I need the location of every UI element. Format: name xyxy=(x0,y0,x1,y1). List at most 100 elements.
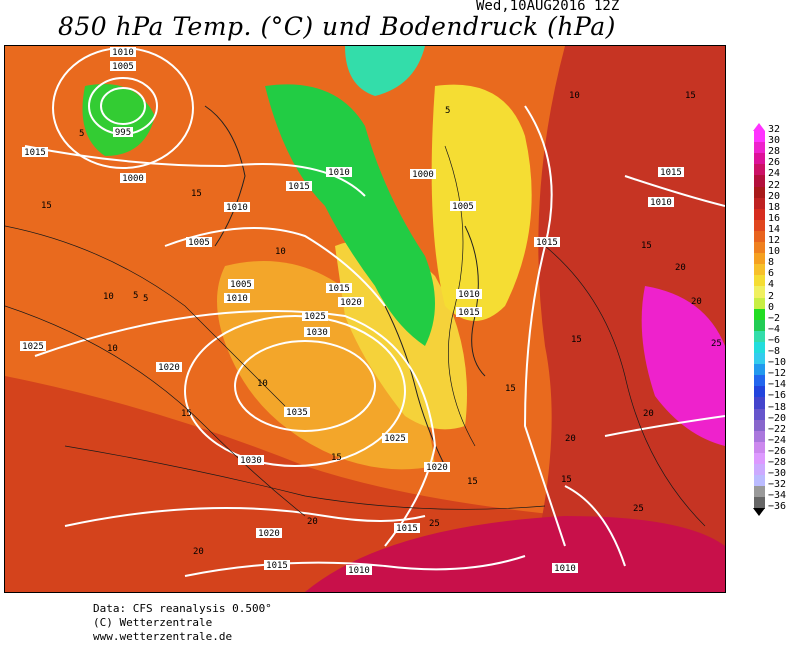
isotherm-label: 5 xyxy=(143,294,148,304)
legend-swatch xyxy=(754,497,765,509)
pressure-label: 1020 xyxy=(158,363,180,373)
legend-swatch xyxy=(754,375,765,387)
legend-label: 28 xyxy=(768,146,781,158)
pressure-label: 1005 xyxy=(230,280,252,290)
legend-label: 30 xyxy=(768,135,781,147)
legend-swatch xyxy=(754,197,765,210)
isobar-low-core xyxy=(100,87,146,125)
isotherm-label: 15 xyxy=(685,91,696,101)
isotherm-label: 20 xyxy=(193,547,204,557)
legend-swatch xyxy=(754,486,765,498)
isotherm-label: 5 xyxy=(79,129,84,139)
legend-swatch xyxy=(754,441,765,454)
pressure-label: 1010 xyxy=(458,290,480,300)
legend-label: 20 xyxy=(768,190,781,202)
isotherm-label: 20 xyxy=(691,297,702,307)
isotherm-label: 20 xyxy=(307,517,318,527)
isotherm-label: 15 xyxy=(181,409,192,419)
isotherm-label: 5 xyxy=(445,106,450,116)
legend-label: 10 xyxy=(768,246,781,258)
isobar-high-mid xyxy=(184,315,406,467)
isotherm-label: 20 xyxy=(643,409,654,419)
legend-swatch xyxy=(754,275,765,287)
pressure-label: 1025 xyxy=(304,312,326,322)
isotherm-label: 25 xyxy=(711,339,722,349)
temperature-labels: 5 15 10 5 15 10 10 15 15 10 15 15 20 20 … xyxy=(41,91,722,557)
legend-label: 4 xyxy=(768,279,775,291)
pressure-label: 1030 xyxy=(306,328,328,338)
isotherm-label: 15 xyxy=(331,453,342,463)
pressure-label: 1010 xyxy=(328,168,350,178)
legend-label: −16 xyxy=(768,390,787,402)
legend-swatch xyxy=(754,208,765,221)
legend-swatch xyxy=(754,153,765,165)
legend-label: 2 xyxy=(768,290,775,302)
pressure-label: 1010 xyxy=(348,566,370,576)
legend-swatch xyxy=(754,297,765,310)
isotherm-label: 10 xyxy=(103,292,114,302)
pressure-label: 1015 xyxy=(24,148,46,158)
pressure-label: 1015 xyxy=(396,524,418,534)
legend-swatch xyxy=(754,186,765,199)
hot-zone-east xyxy=(641,286,725,446)
legend-label: −12 xyxy=(768,368,787,380)
isobar-1015-south xyxy=(184,555,526,577)
pressure-label: 1005 xyxy=(112,62,134,72)
data-credits: Data: CFS reanalysis 0.500° (C) Wetterze… xyxy=(93,602,272,644)
pressure-label: 1020 xyxy=(340,298,362,308)
legend-swatch xyxy=(754,131,765,143)
legend-label: −32 xyxy=(768,479,787,491)
credit-website: www.wetterzentrale.de xyxy=(93,630,233,643)
legend-swatch xyxy=(754,219,765,232)
cool-zone-north-sea xyxy=(335,240,467,430)
credit-data-source: Data: CFS reanalysis 0.500° xyxy=(93,602,272,615)
legend-swatch xyxy=(754,330,765,343)
isotherm-label: 10 xyxy=(569,91,580,101)
legend-swatch xyxy=(754,475,765,487)
legend-bar xyxy=(754,131,765,509)
legend-label: 8 xyxy=(768,257,775,269)
isotherm-label: 5 xyxy=(133,291,138,301)
isotherm-label: 15 xyxy=(467,477,478,487)
pressure-label: 1015 xyxy=(536,238,558,248)
pressure-label: 1015 xyxy=(458,308,480,318)
pressure-label: 1020 xyxy=(426,463,448,473)
legend-swatch xyxy=(754,242,765,254)
legend-label: −10 xyxy=(768,357,787,369)
pressure-label: 1020 xyxy=(258,529,280,539)
legend-label: −20 xyxy=(768,412,787,424)
legend-swatch xyxy=(754,419,765,432)
isobar-1015-east xyxy=(523,105,566,547)
pressure-label: 1015 xyxy=(328,284,350,294)
legend-swatch xyxy=(754,319,765,332)
isotherm-label: 25 xyxy=(633,504,644,514)
weather-map: 1010 1005 995 1000 1015 1015 1010 1000 1… xyxy=(4,45,726,593)
pressure-label: 1015 xyxy=(660,168,682,178)
legend-label: −24 xyxy=(768,434,787,446)
isotherm-label: 10 xyxy=(275,247,286,257)
legend-label: 14 xyxy=(768,223,781,235)
legend-label: 6 xyxy=(768,268,775,280)
isotherm-label: 15 xyxy=(641,241,652,251)
pressure-label: 1025 xyxy=(384,434,406,444)
legend-swatch xyxy=(754,175,765,187)
pressure-label: 1005 xyxy=(452,202,474,212)
legend-swatch xyxy=(754,464,765,476)
legend-label: 24 xyxy=(768,168,781,180)
legend-swatch xyxy=(754,308,765,321)
isotherm-label: 10 xyxy=(107,344,118,354)
isobar-1025 xyxy=(34,310,437,547)
legend-label: −36 xyxy=(768,501,787,513)
pressure-label: 1025 xyxy=(22,342,44,352)
legend-label: 0 xyxy=(768,301,775,313)
isobar-high-core xyxy=(234,340,376,432)
pressure-label: 1000 xyxy=(122,174,144,184)
legend-label: −14 xyxy=(768,379,787,391)
legend-swatch xyxy=(754,397,765,409)
isotherm-label: 25 xyxy=(429,519,440,529)
legend-label: −22 xyxy=(768,423,787,435)
isotherm-label: 10 xyxy=(257,379,268,389)
legend-label: −4 xyxy=(768,323,781,335)
legend-swatch xyxy=(754,164,765,176)
legend-label: −26 xyxy=(768,445,787,457)
